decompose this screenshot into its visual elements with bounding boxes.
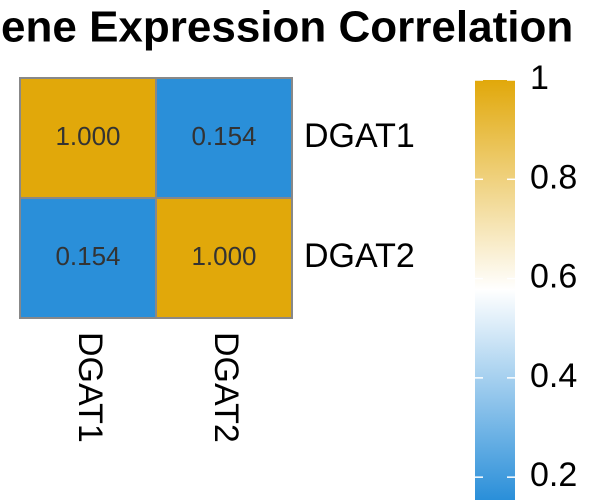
colorbar-tick-label: 0.2	[530, 456, 577, 494]
colorbar-tick-label: 0.4	[530, 357, 577, 395]
y-tick-label: DGAT2	[304, 237, 415, 275]
heatmap-cell	[19, 197, 157, 319]
cell-label: 0.154	[191, 121, 256, 151]
cell-label: 1.000	[55, 121, 120, 151]
x-tick-label: DGAT2	[207, 332, 245, 443]
cell-label: 1.000	[191, 241, 256, 271]
heatmap-cell	[19, 77, 157, 199]
chart-title: Gene Expression Correlation	[0, 3, 573, 52]
y-tick-label: DGAT1	[304, 117, 415, 155]
x-tick-label: DGAT1	[71, 332, 109, 443]
cell-label: 0.154	[55, 241, 120, 271]
colorbar-tick-label: 1	[530, 59, 549, 97]
colorbar-tick-label: 0.6	[530, 258, 577, 296]
heatmap-cell	[155, 77, 293, 199]
colorbar	[475, 80, 515, 500]
heatmap-cell	[155, 197, 293, 319]
colorbar-tick-label: 0.8	[530, 158, 577, 196]
